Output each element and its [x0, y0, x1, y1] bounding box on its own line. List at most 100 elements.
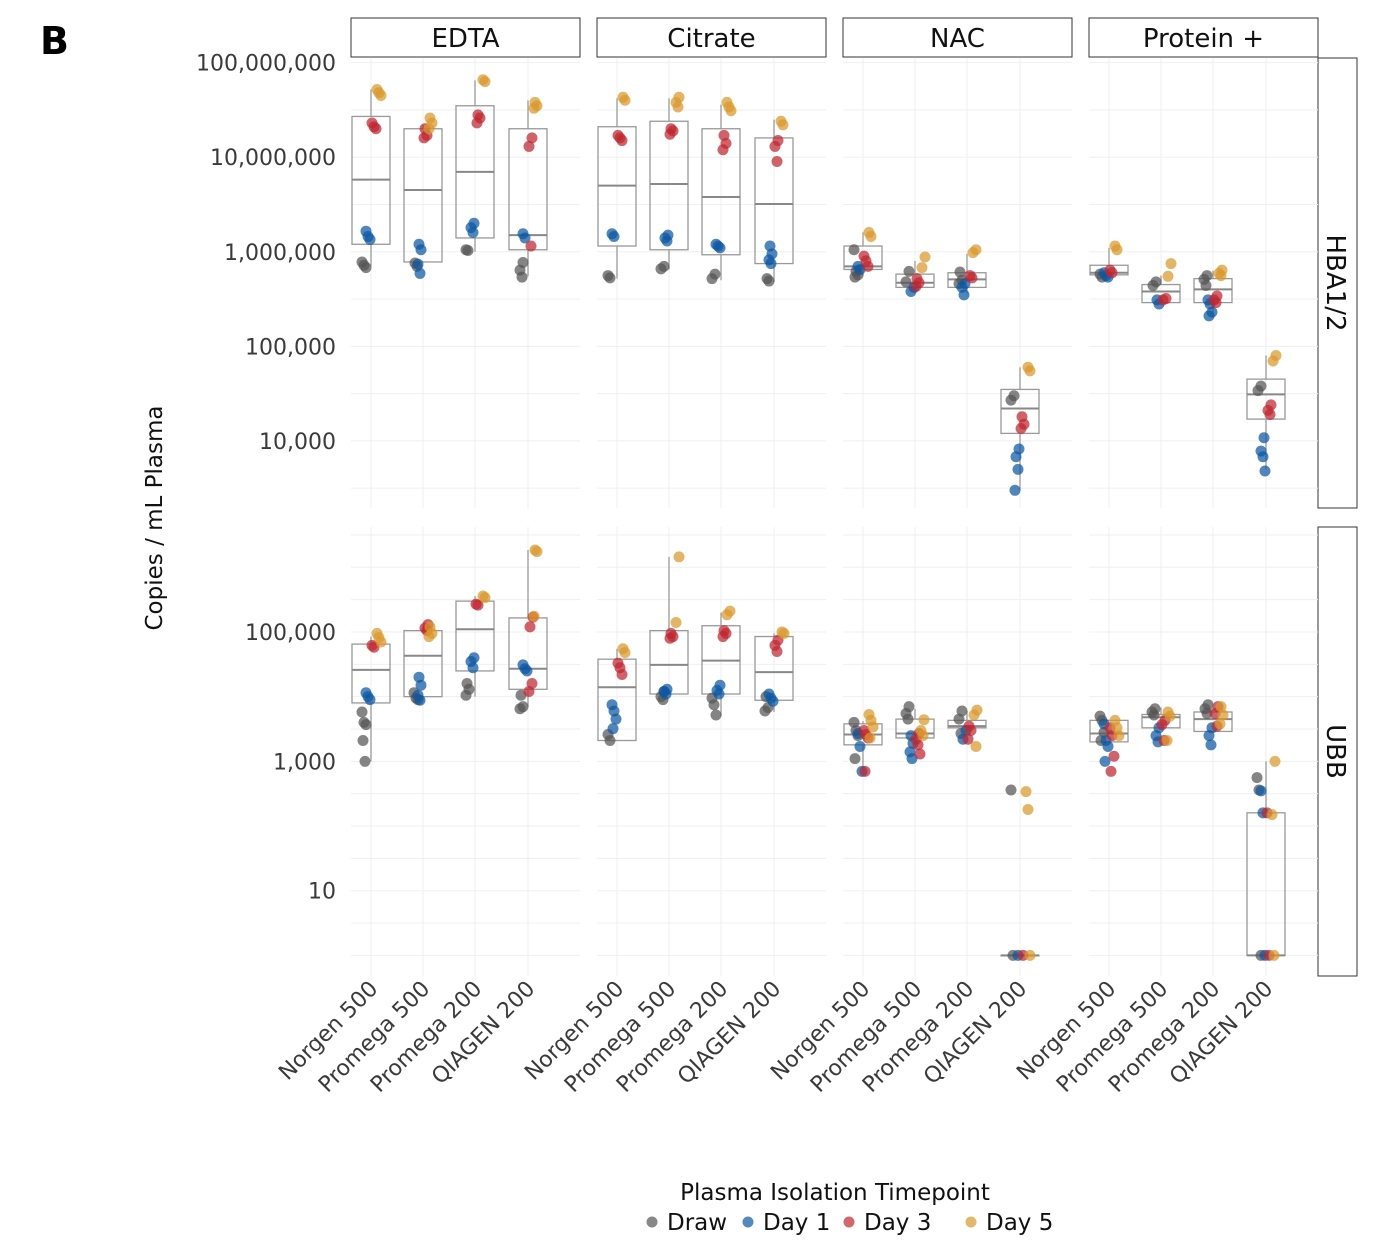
data-point — [1251, 772, 1263, 784]
data-point — [616, 669, 628, 681]
legend-label: Draw — [667, 1210, 727, 1236]
box-body — [649, 120, 689, 251]
data-point — [526, 132, 538, 144]
data-point — [769, 140, 781, 152]
data-point — [1210, 297, 1222, 309]
data-point — [1267, 355, 1279, 367]
data-point — [953, 713, 965, 725]
data-point — [906, 753, 918, 765]
data-point — [1009, 484, 1021, 496]
column-strip — [1088, 17, 1319, 58]
data-point — [467, 226, 479, 238]
data-point — [916, 262, 928, 274]
y-tick-label: 100,000,000 — [196, 52, 336, 77]
facet-panel — [1089, 527, 1318, 976]
data-point — [414, 267, 426, 279]
data-point — [608, 231, 620, 243]
data-point — [1012, 463, 1024, 475]
data-point — [717, 631, 729, 643]
data-point — [714, 242, 726, 254]
data-point — [854, 740, 866, 752]
legend-item: Day 3 — [843, 1210, 931, 1236]
data-point — [1105, 765, 1117, 777]
data-point — [1215, 701, 1227, 713]
data-point — [717, 144, 729, 156]
data-point — [1255, 785, 1267, 797]
data-point — [1259, 465, 1271, 477]
data-point — [519, 232, 531, 244]
facet-panel — [843, 527, 1072, 976]
data-point — [1203, 730, 1215, 742]
column-strip-label: Protein + — [1143, 24, 1264, 54]
data-point — [610, 713, 622, 725]
data-point — [523, 140, 535, 152]
data-point — [619, 94, 631, 106]
box-body — [1246, 378, 1286, 420]
data-point — [1015, 423, 1027, 435]
data-point — [521, 665, 533, 677]
data-point — [1200, 279, 1212, 291]
data-point — [370, 123, 382, 135]
data-point — [528, 102, 540, 114]
data-point — [471, 117, 483, 129]
data-point — [713, 688, 725, 700]
data-point — [967, 247, 979, 259]
legend-swatch — [843, 1216, 855, 1228]
data-point — [1203, 310, 1215, 322]
data-point — [867, 721, 879, 733]
data-point — [900, 276, 912, 288]
data-point — [1161, 735, 1173, 747]
data-point — [415, 244, 427, 256]
data-point — [970, 740, 982, 752]
plot-area: 10,000 100,000 1,000,000 10,000,000 100,000,… — [196, 17, 1358, 1098]
facet-panel — [1089, 58, 1318, 508]
data-point — [721, 609, 733, 621]
row-strip — [1317, 526, 1358, 977]
data-point — [523, 686, 535, 698]
data-point — [467, 662, 479, 674]
data-point — [360, 719, 372, 731]
data-point — [1024, 365, 1036, 377]
data-point — [1217, 709, 1229, 721]
data-point — [1264, 409, 1276, 421]
y-tick-label: 10,000 — [259, 430, 336, 455]
facet-panel — [597, 527, 826, 976]
data-point — [1106, 267, 1118, 279]
data-point — [1111, 244, 1123, 256]
data-point — [525, 240, 537, 252]
data-point — [914, 748, 926, 760]
y-tick-label: 10,000,000 — [210, 146, 336, 171]
legend-swatch — [965, 1216, 977, 1228]
data-point — [514, 703, 526, 715]
data-point — [763, 275, 775, 287]
data-point — [1164, 710, 1176, 722]
data-point — [414, 694, 426, 706]
data-point — [848, 244, 860, 256]
data-point — [1257, 451, 1269, 463]
data-point — [359, 755, 371, 767]
data-point — [516, 271, 528, 283]
data-point — [655, 263, 667, 275]
data-point — [356, 706, 368, 718]
data-point — [1201, 707, 1213, 719]
column-strip — [596, 17, 827, 58]
data-point — [664, 632, 676, 644]
data-point — [418, 132, 430, 144]
y-axis-title: Copies / mL Plasma — [142, 406, 168, 631]
y-tick-label: 10 — [308, 880, 336, 905]
data-point — [673, 551, 685, 563]
column-strip-label: Citrate — [667, 24, 755, 54]
data-point — [849, 753, 861, 765]
data-point — [364, 233, 376, 245]
data-point — [619, 647, 631, 659]
legend-title: Plasma Isolation Timepoint — [680, 1180, 990, 1206]
data-point — [375, 636, 387, 648]
y-tick-label: 1,000,000 — [224, 241, 336, 266]
data-point — [670, 617, 682, 629]
data-point — [604, 272, 616, 284]
data-point — [664, 128, 676, 140]
data-point — [660, 688, 672, 700]
box-body — [701, 128, 741, 256]
y-tick-label: 1,000 — [273, 750, 336, 775]
